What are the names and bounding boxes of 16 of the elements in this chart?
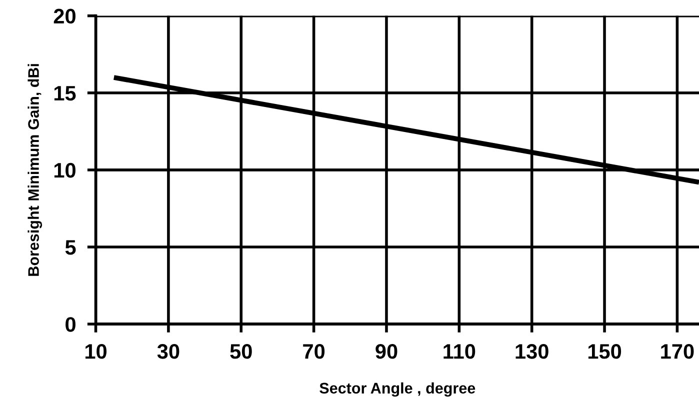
x-tick-label: 170: [661, 344, 694, 359]
y-tick-label: 15: [54, 86, 76, 101]
y-tick-label: 20: [54, 8, 76, 24]
y-tick-label: 5: [65, 240, 76, 255]
x-tick-label: 150: [588, 344, 622, 359]
x-tick-label: 70: [303, 344, 325, 359]
y-axis-title: Boresight Minimum Gain, dBi: [28, 64, 42, 276]
x-axis-title: Sector Angle , degree: [320, 382, 476, 397]
x-tick-label: 50: [230, 344, 252, 359]
x-tick-label: 90: [376, 344, 398, 359]
x-tick-label: 130: [516, 344, 548, 359]
x-tick-label: 110: [444, 344, 476, 359]
y-tick-label: 10: [54, 162, 76, 178]
y-tick-label: 0: [66, 317, 76, 332]
x-tick-label: 10: [85, 344, 106, 359]
x-tick-label: 30: [157, 344, 180, 359]
